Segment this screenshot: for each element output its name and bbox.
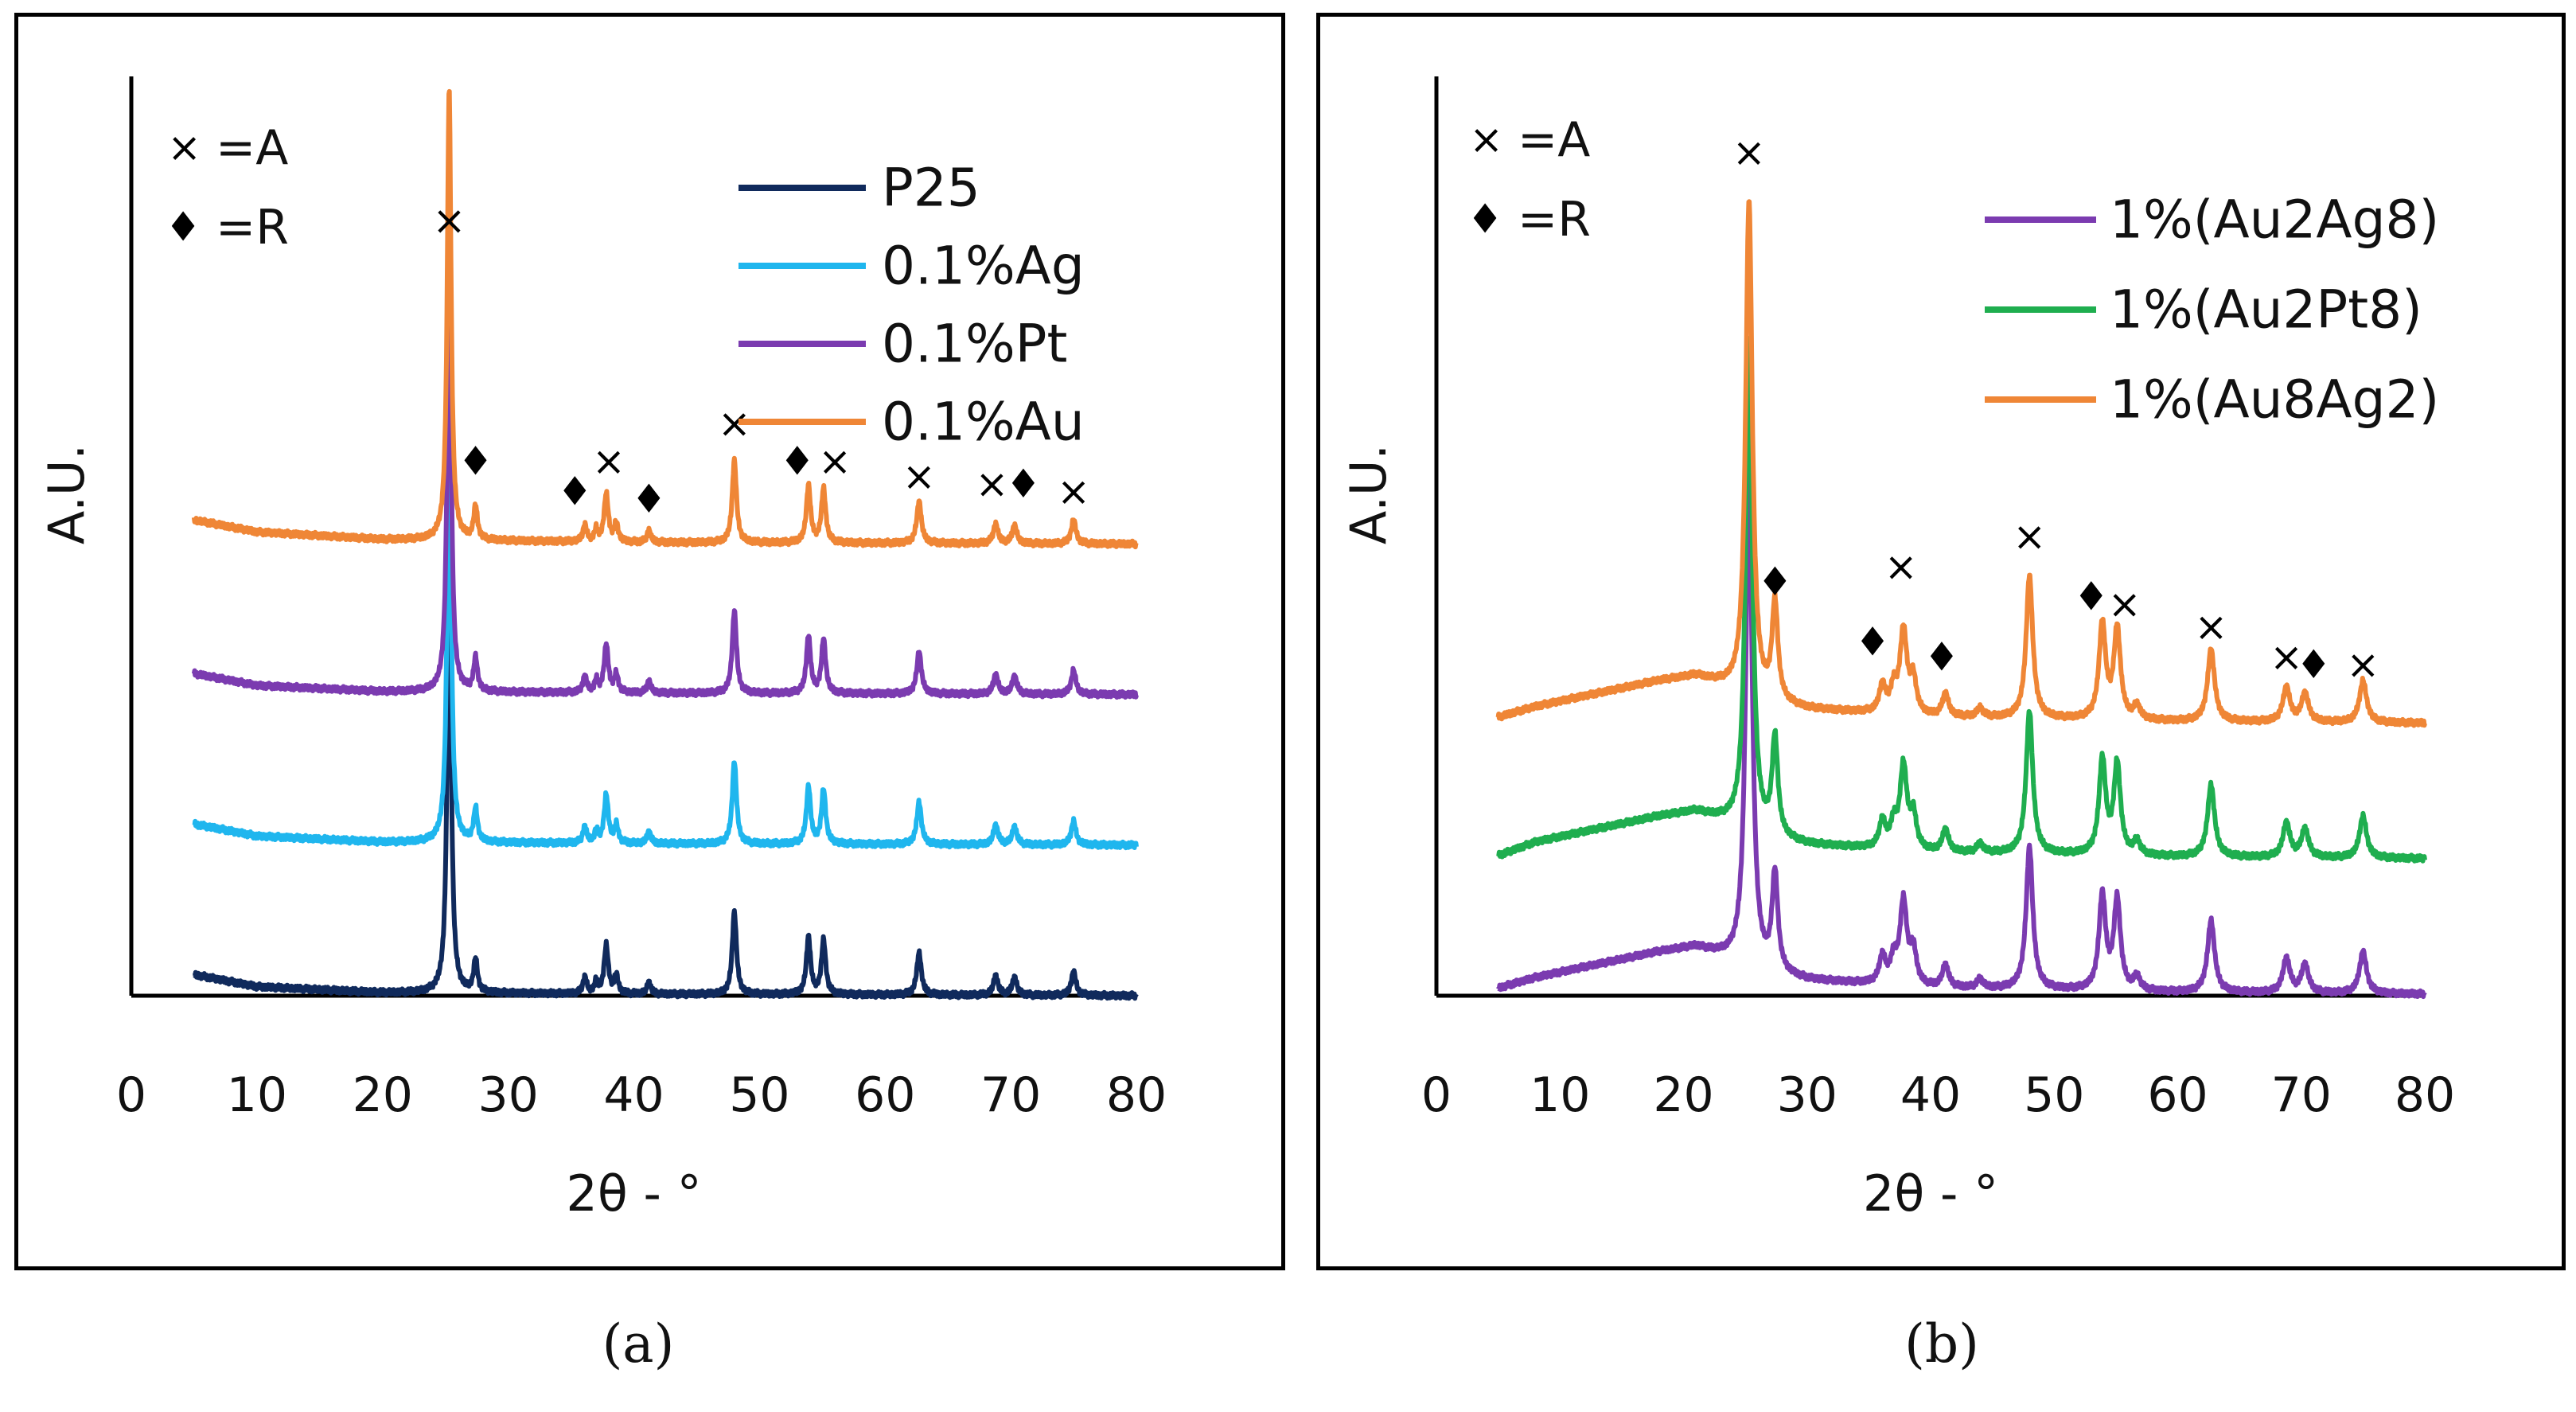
x-tick-label: 70 [980, 1067, 1041, 1123]
marker-key-symbol: × [167, 125, 201, 172]
legend-label-1-au8ag2: 1%(Au8Ag2) [2110, 369, 2439, 431]
x-tick-label: 30 [1777, 1067, 1837, 1123]
series-line-1-au8ag2 [1495, 199, 2427, 728]
rutile-marker: ♦ [1855, 618, 1891, 665]
anatase-marker: × [902, 453, 936, 499]
x-axis-label: 2θ - ° [1863, 1164, 1998, 1223]
series-line-1-au2pt8 [1496, 335, 2427, 864]
anatase-marker: × [818, 438, 852, 484]
anatase-marker: × [592, 438, 625, 484]
marker-key-text: =R [1518, 192, 1591, 248]
anatase-marker: × [2013, 513, 2046, 560]
x-tick-label: 50 [729, 1067, 789, 1123]
anatase-marker: × [2194, 604, 2227, 650]
series-line-1-au2ag8 [1496, 466, 2427, 1000]
series-line-0-1-au [191, 88, 1139, 550]
marker-key-text: =A [1518, 112, 1590, 168]
x-tick-label: 80 [1106, 1067, 1167, 1123]
x-tick-label: 80 [2395, 1067, 2455, 1123]
caption-b: (b) [1904, 1313, 1979, 1375]
anatase-marker: × [1732, 130, 1766, 176]
x-tick-label: 10 [1530, 1067, 1590, 1123]
series-line-0-1-pt [191, 243, 1139, 700]
x-tick-label: 60 [2147, 1067, 2208, 1123]
x-tick-label: 50 [2024, 1067, 2084, 1123]
rutile-marker: ♦ [631, 476, 667, 522]
anatase-marker: × [2108, 581, 2141, 627]
x-tick-label: 30 [477, 1067, 538, 1123]
anatase-marker: × [1057, 468, 1090, 514]
x-tick-label: 70 [2271, 1067, 2332, 1123]
chart-panel-b: 0 10 20 30 40 50 60 70 80 2θ - ° A.U. × ♦ ♦ × ♦ × ♦ × × × ♦ × ×… [1316, 13, 2566, 1270]
rutile-marker: ♦ [1757, 559, 1793, 605]
legend-label-0-1-ag: 0.1%Ag [882, 236, 1085, 297]
marker-key-text: =A [216, 120, 288, 176]
anatase-marker: × [1884, 544, 1918, 590]
marker-key-text: =R [216, 200, 289, 255]
marker-key-symbol: ♦ [1467, 197, 1503, 244]
x-tick-label: 10 [227, 1067, 287, 1123]
rutile-marker: ♦ [2296, 642, 2332, 688]
x-tick-label: 0 [116, 1067, 146, 1123]
anatase-marker: × [2346, 642, 2379, 688]
anatase-marker: × [2270, 634, 2303, 680]
rutile-marker: ♦ [1005, 461, 1041, 507]
series-line-p25 [192, 541, 1139, 1001]
marker-key-symbol: ♦ [165, 205, 201, 252]
legend-label-0-1-au: 0.1%Au [882, 392, 1085, 453]
x-tick-label: 0 [1421, 1067, 1452, 1123]
rutile-marker: ♦ [1924, 634, 1960, 680]
x-tick-label: 20 [1653, 1067, 1713, 1123]
rutile-marker: ♦ [557, 468, 593, 514]
series-line-0-1-ag [192, 395, 1139, 851]
y-axis-label: A.U. [37, 444, 95, 544]
anatase-marker: × [432, 197, 466, 244]
caption-a: (a) [602, 1313, 675, 1375]
anatase-marker: × [975, 461, 1008, 507]
x-axis-label: 2θ - ° [566, 1164, 701, 1223]
marker-key-symbol: × [1469, 117, 1503, 164]
legend-label-1-au2pt8: 1%(Au2Pt8) [2110, 279, 2422, 341]
legend-label-0-1-pt: 0.1%Pt [882, 314, 1067, 375]
x-tick-label: 60 [855, 1067, 915, 1123]
rutile-marker: ♦ [2073, 574, 2109, 620]
x-tick-label: 40 [1900, 1067, 1961, 1123]
rutile-marker: ♦ [779, 438, 815, 484]
y-axis-label: A.U. [1339, 444, 1397, 544]
rutile-marker: ♦ [458, 438, 493, 484]
x-tick-label: 20 [353, 1067, 413, 1123]
legend-label-1-au2ag8: 1%(Au2Ag8) [2110, 189, 2439, 251]
chart-panel-a: 0 10 20 30 40 50 60 70 80 2θ - ° A.U. × ♦ ♦ × ♦ × ♦ × × × ♦ × ×… [14, 13, 1285, 1270]
legend-label-p25: P25 [882, 158, 980, 219]
x-tick-label: 40 [603, 1067, 664, 1123]
